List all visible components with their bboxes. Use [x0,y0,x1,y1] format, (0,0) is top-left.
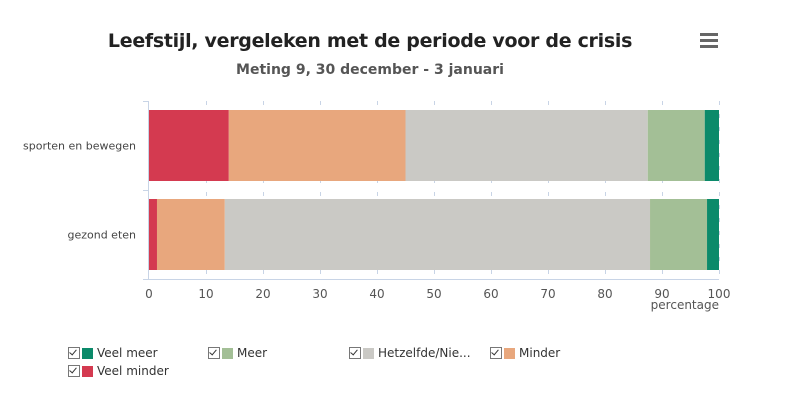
checkbox-checked-icon[interactable] [349,347,361,359]
bar-segment [224,199,651,270]
bar-segment [228,110,406,181]
x-tick-label: 10 [198,287,213,301]
bar-segment [704,110,719,181]
legend-item-meer[interactable]: Meer [208,345,267,361]
x-tick-label: 80 [597,287,612,301]
legend-swatch [82,365,93,377]
legend-item-veel-minder[interactable]: Veel minder [68,363,169,379]
bar-segment [707,199,719,270]
checkbox-checked-icon[interactable] [490,347,502,359]
x-tick-label: 90 [654,287,669,301]
legend-item-hetzelfde[interactable]: Hetzelfde/Nie... [349,345,471,361]
legend-label: Meer [237,346,268,360]
x-tick-labels: 0 10 20 30 40 50 60 70 80 90 100 [145,287,730,301]
legend-swatch [504,347,515,359]
legend-swatch [82,347,93,359]
bar-segment [650,199,708,270]
x-tick-label: 70 [540,287,555,301]
axes [143,101,719,280]
chart-title: Leefstijl, vergeleken met de periode voo… [107,30,633,52]
legend-swatch [363,347,374,359]
legend-label: Hetzelfde/Nie... [378,346,471,360]
legend-item-minder[interactable]: Minder [490,345,560,361]
x-tick-label: 100 [708,287,731,301]
bar-segment [647,110,705,181]
chart-subtitle: Meting 9, 30 december - 3 januari [236,62,504,78]
x-tick-label: 0 [145,287,153,301]
bars [149,110,719,270]
category-label: sporten en bewegen [23,140,136,153]
legend-label: Veel minder [97,364,169,378]
bar-segment [149,110,229,181]
x-tick-label: 20 [255,287,270,301]
category-labels: sporten en bewegen gezond eten [23,140,136,242]
bar-segment [405,110,648,181]
bar-segment [149,199,157,270]
x-axis-label: percentage [651,298,719,312]
checkbox-checked-icon[interactable] [68,347,80,359]
checkbox-checked-icon[interactable] [208,347,220,359]
x-tick-label: 30 [312,287,327,301]
legend-label: Veel meer [97,346,158,360]
legend-label: Minder [519,346,561,360]
hamburger-menu-icon[interactable] [698,33,720,51]
x-tick-label: 60 [483,287,498,301]
stacked-bar-chart: sporten en bewegen gezond eten 0 10 20 30 40 5… [23,101,730,312]
legend-item-veel-meer[interactable]: Veel meer [68,345,158,361]
category-label: gezond eten [67,229,136,242]
x-tick-label: 50 [426,287,441,301]
bar-segment [156,199,225,270]
legend-swatch [222,347,233,359]
checkbox-checked-icon[interactable] [68,365,80,377]
x-tick-label: 40 [369,287,384,301]
